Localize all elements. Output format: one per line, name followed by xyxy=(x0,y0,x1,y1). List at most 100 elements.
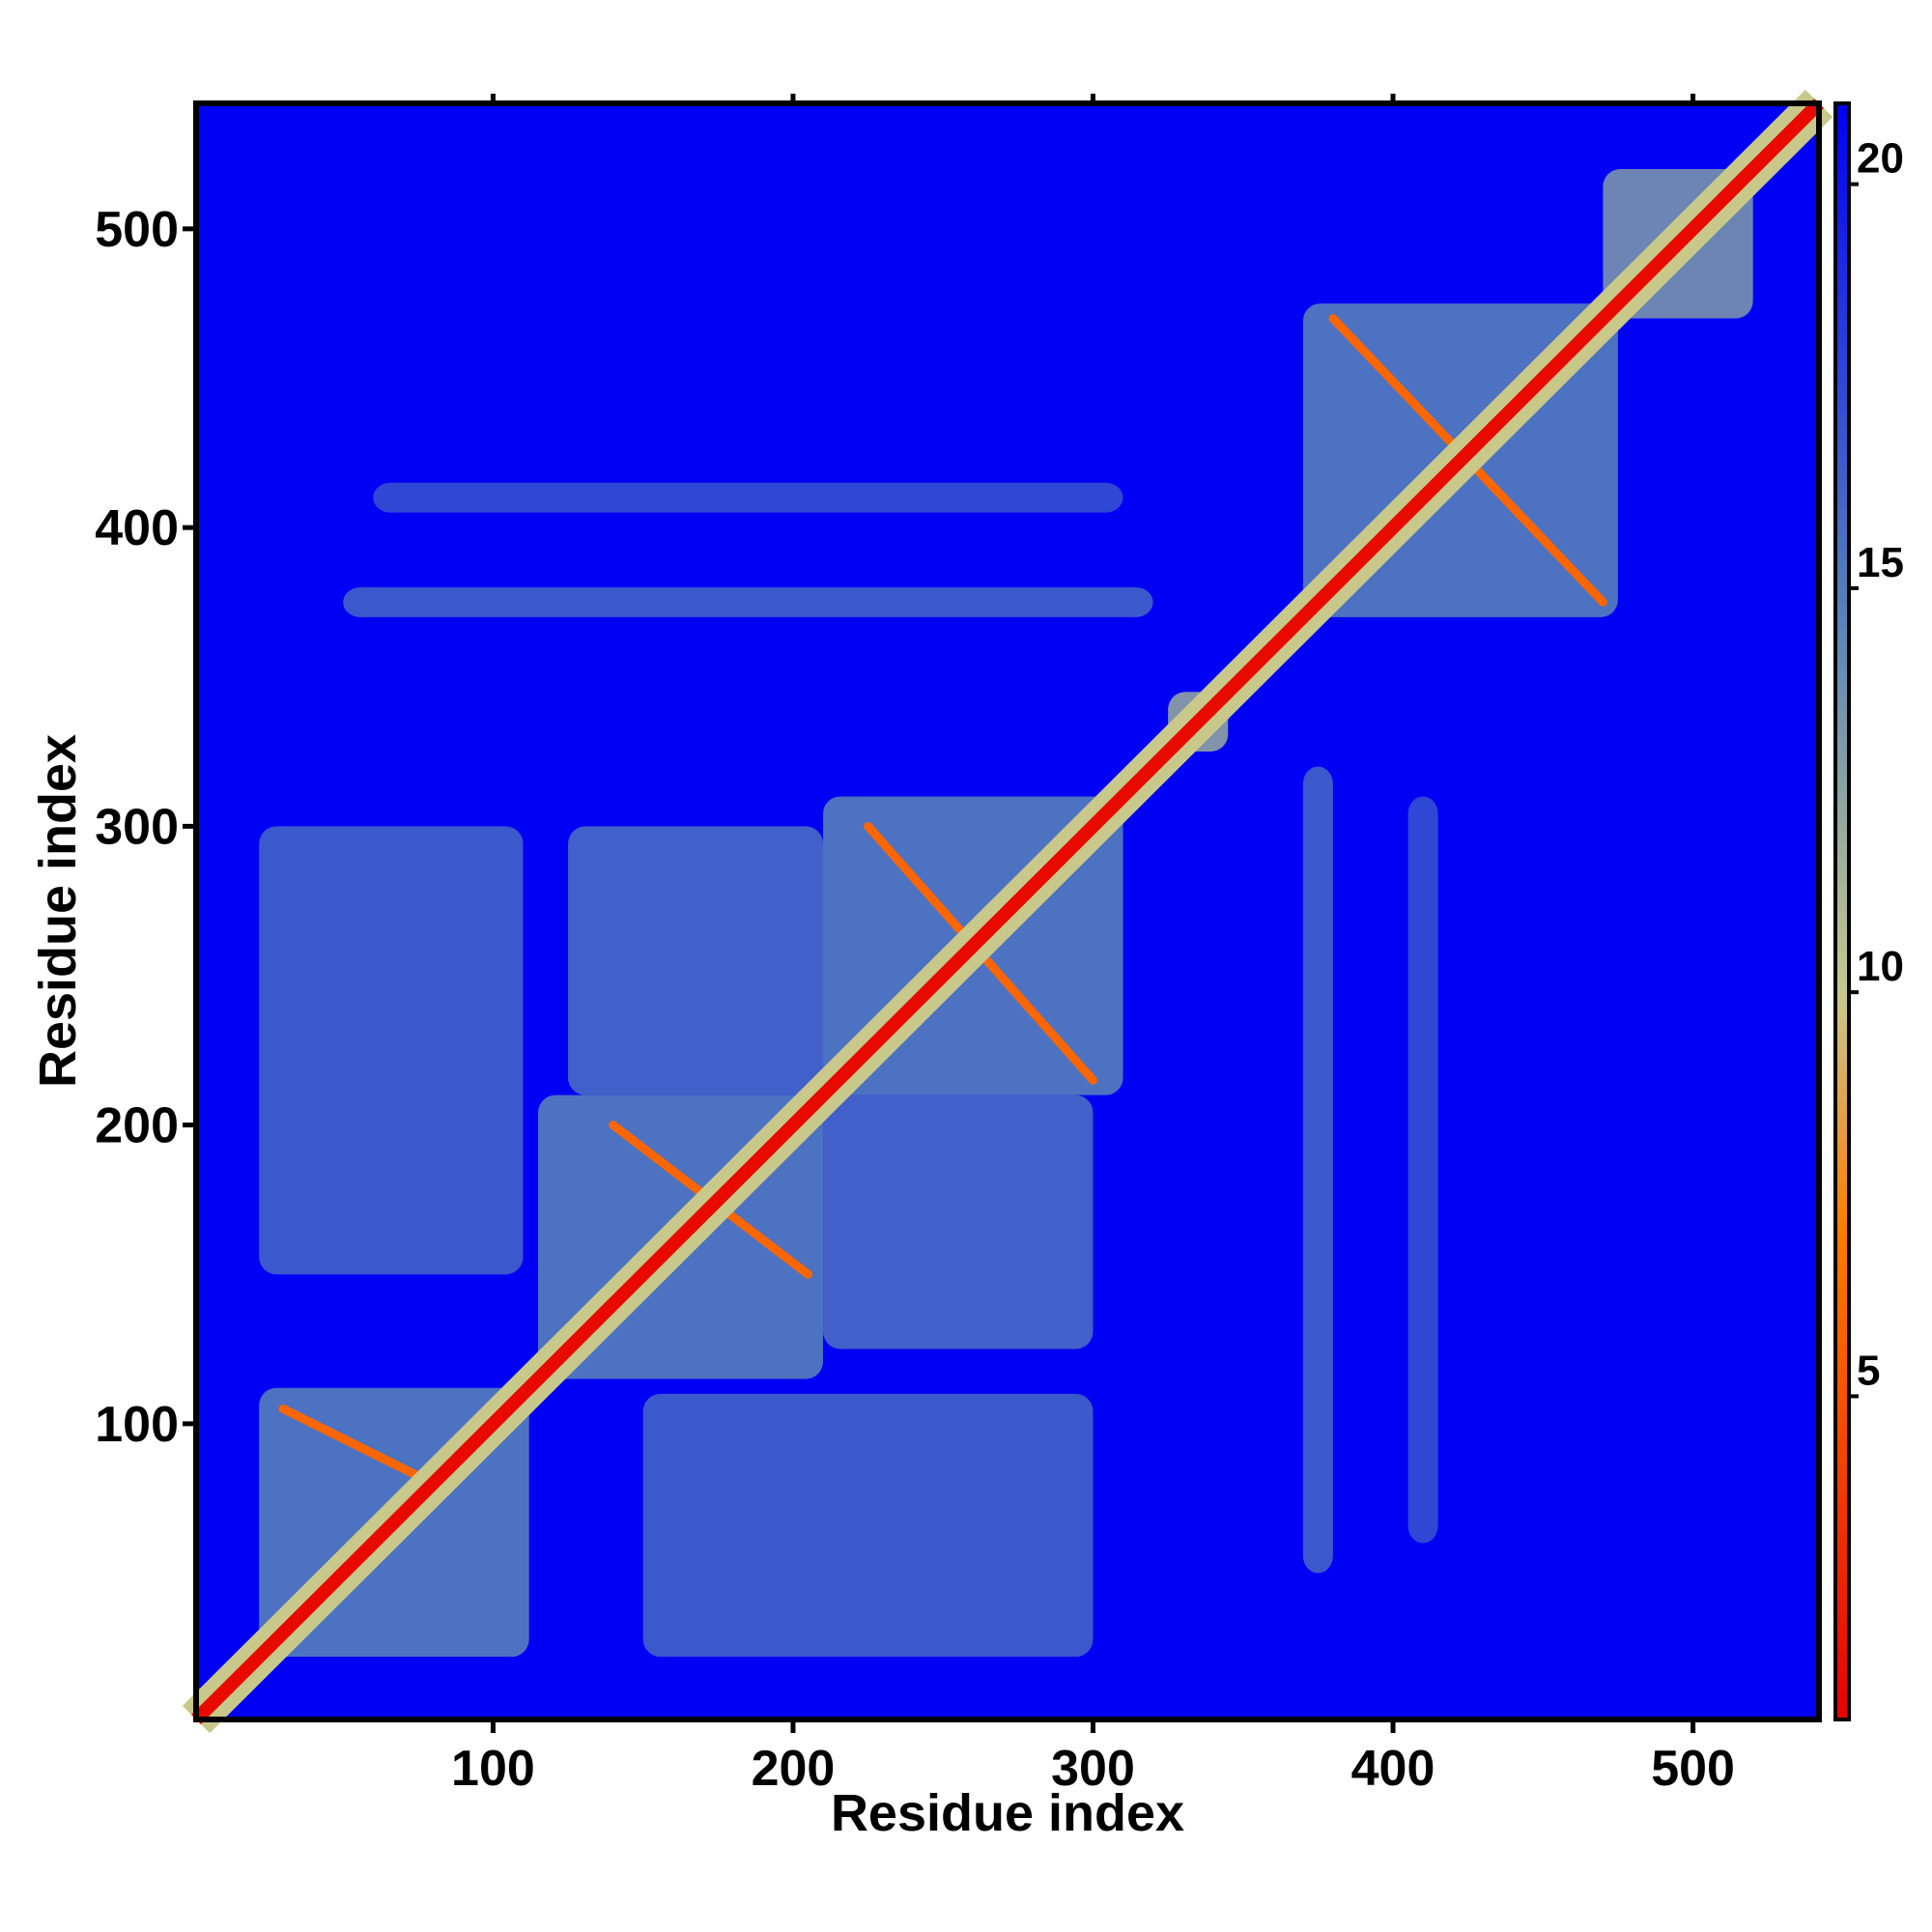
colorbar-segment xyxy=(1835,129,1849,145)
colorbar-segment xyxy=(1835,1382,1849,1397)
colorbar-segment xyxy=(1835,1261,1849,1276)
colorbar-segment xyxy=(1835,843,1849,859)
colorbar-segment xyxy=(1835,399,1849,414)
colorbar-segment xyxy=(1835,1679,1849,1693)
colorbar-segment xyxy=(1835,979,1849,993)
colorbar-segment xyxy=(1835,1072,1849,1088)
colorbar-segment xyxy=(1835,682,1849,697)
colorbar-segment xyxy=(1835,385,1849,401)
colorbar-segment xyxy=(1835,1032,1849,1047)
colorbar-tick-label: 10 xyxy=(1857,943,1904,990)
colorbar-tick-label: 20 xyxy=(1857,135,1904,183)
colorbar-segment xyxy=(1835,777,1849,791)
contact-region xyxy=(823,1094,1094,1350)
colorbar-segment xyxy=(1835,1436,1849,1451)
colorbar-segment xyxy=(1835,911,1849,926)
colorbar-segment xyxy=(1835,938,1849,952)
colorbar-segment xyxy=(1835,614,1849,630)
colorbar-segment xyxy=(1835,1315,1849,1330)
colorbar-segment xyxy=(1835,1274,1849,1290)
y-axis-label: Residue index xyxy=(29,734,87,1088)
colorbar-segment xyxy=(1835,278,1849,293)
colorbar-segment xyxy=(1835,1490,1849,1505)
colorbar-tick-label: 15 xyxy=(1857,539,1904,586)
colorbar-segment xyxy=(1835,628,1849,643)
colorbar-segment xyxy=(1835,480,1849,495)
colorbar-segment xyxy=(1835,965,1849,980)
x-tick-label: 200 xyxy=(752,1741,836,1797)
colorbar-segment xyxy=(1835,103,1849,118)
colorbar-segment xyxy=(1835,587,1849,603)
colorbar-segment xyxy=(1835,1652,1849,1666)
colorbar-segment xyxy=(1835,1099,1849,1115)
colorbar-segment xyxy=(1835,857,1849,872)
colorbar-segment xyxy=(1835,548,1849,562)
colorbar-segment xyxy=(1835,1167,1849,1181)
colorbar-segment xyxy=(1835,1369,1849,1384)
colorbar-segment xyxy=(1835,830,1849,845)
colorbar-segment xyxy=(1835,1248,1849,1263)
colorbar-segment xyxy=(1835,1638,1849,1653)
colorbar-segment xyxy=(1835,292,1849,306)
colorbar-segment xyxy=(1835,1396,1849,1410)
colorbar-segment xyxy=(1835,412,1849,428)
contact-region xyxy=(1302,766,1333,1574)
colorbar-segment xyxy=(1835,1584,1849,1600)
colorbar-segment xyxy=(1835,372,1849,387)
colorbar-frame xyxy=(1833,101,1851,1721)
colorbar-segment xyxy=(1835,507,1849,522)
colorbar-segment xyxy=(1835,1045,1849,1061)
colorbar-segment xyxy=(1835,1180,1849,1195)
colorbar-segment xyxy=(1835,1611,1849,1627)
colorbar-segment xyxy=(1835,1059,1849,1074)
contact-region xyxy=(373,482,1123,513)
x-axis-label: Residue index xyxy=(831,1784,1184,1842)
contact-region xyxy=(343,586,1153,617)
colorbar-segment xyxy=(1835,1625,1849,1639)
colorbar-segment xyxy=(1835,870,1849,886)
colorbar-segment xyxy=(1835,494,1849,508)
contact-arc xyxy=(278,1404,438,1489)
colorbar-segment xyxy=(1835,1355,1849,1371)
colorbar-segment xyxy=(1835,358,1849,374)
colorbar: 5 10 15 20 xyxy=(1833,101,1904,1721)
colorbar-segment xyxy=(1835,224,1849,240)
colorbar-segment xyxy=(1835,574,1849,589)
contact-region xyxy=(568,826,824,1095)
colorbar-segment xyxy=(1835,453,1849,469)
colorbar-segment xyxy=(1835,1692,1849,1707)
colorbar-segment xyxy=(1835,305,1849,320)
colorbar-segment xyxy=(1835,1706,1849,1720)
colorbar-segment xyxy=(1835,170,1849,185)
colorbar-segment xyxy=(1835,1342,1849,1357)
colorbar-segment xyxy=(1835,1423,1849,1437)
y-tick-label: 400 xyxy=(95,500,179,556)
y-axis-ticks: 100 200 300 400 500 xyxy=(95,202,196,1453)
y-tick-label: 300 xyxy=(95,799,179,855)
colorbar-segment xyxy=(1835,1450,1849,1464)
colorbar-segment xyxy=(1835,116,1849,131)
colorbar-segment xyxy=(1835,156,1849,172)
colorbar-segment xyxy=(1835,426,1849,441)
colorbar-segment xyxy=(1835,184,1849,199)
colorbar-segment xyxy=(1835,265,1849,279)
colorbar-segment xyxy=(1835,251,1849,266)
colorbar-segment xyxy=(1835,736,1849,751)
colorbar-segment xyxy=(1835,696,1849,710)
colorbar-segment xyxy=(1835,1328,1849,1344)
x-tick-label: 500 xyxy=(1651,1741,1735,1797)
colorbar-segment xyxy=(1835,803,1849,818)
colorbar-segment xyxy=(1835,143,1849,158)
colorbar-segment xyxy=(1835,345,1849,360)
colorbar-segment xyxy=(1835,1598,1849,1613)
colorbar-segment xyxy=(1835,1221,1849,1236)
colorbar-segment xyxy=(1835,655,1849,670)
colorbar-segment xyxy=(1835,332,1849,347)
colorbar-segment xyxy=(1835,1140,1849,1155)
colorbar-segment xyxy=(1835,1665,1849,1680)
colorbar-segment xyxy=(1835,884,1849,899)
colorbar-segment xyxy=(1835,521,1849,535)
colorbar-segment xyxy=(1835,1006,1849,1020)
colorbar-segment xyxy=(1835,1126,1849,1142)
heatmap xyxy=(182,89,1833,1734)
